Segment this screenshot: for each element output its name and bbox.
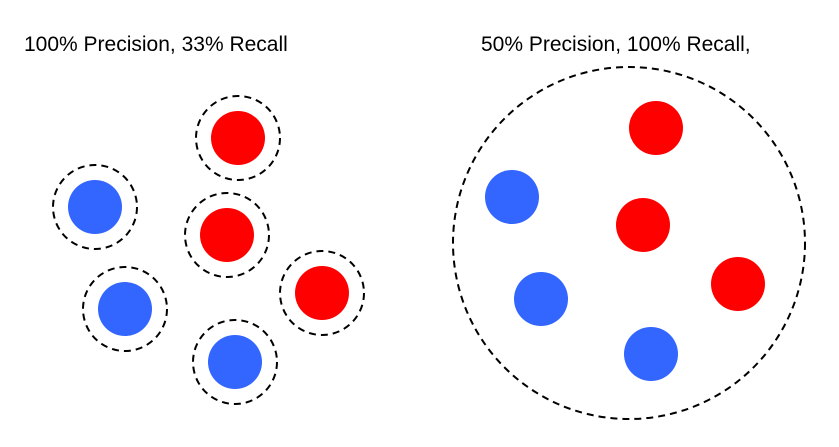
positive-dot (711, 257, 765, 311)
positive-dot (200, 208, 254, 262)
selection-boundary (452, 66, 806, 420)
right-panel-caption: 50% Precision, 100% Recall, (481, 33, 751, 56)
selection-ring (82, 266, 168, 352)
positive-dot (211, 111, 265, 165)
negative-dot (208, 335, 262, 389)
negative-dot (68, 180, 122, 234)
negative-dot (514, 272, 568, 326)
negative-dot (624, 327, 678, 381)
selection-ring (195, 95, 281, 181)
positive-dot (295, 266, 349, 320)
selection-ring (279, 250, 365, 336)
positive-dot (629, 101, 683, 155)
selection-ring (184, 192, 270, 278)
right-panel (452, 66, 806, 420)
negative-dot (485, 170, 539, 224)
positive-dot (616, 198, 670, 252)
negative-dot (98, 282, 152, 336)
left-panel-caption: 100% Precision, 33% Recall (24, 33, 288, 56)
selection-ring (192, 319, 278, 405)
left-panel (52, 95, 365, 405)
selection-ring (52, 164, 138, 250)
